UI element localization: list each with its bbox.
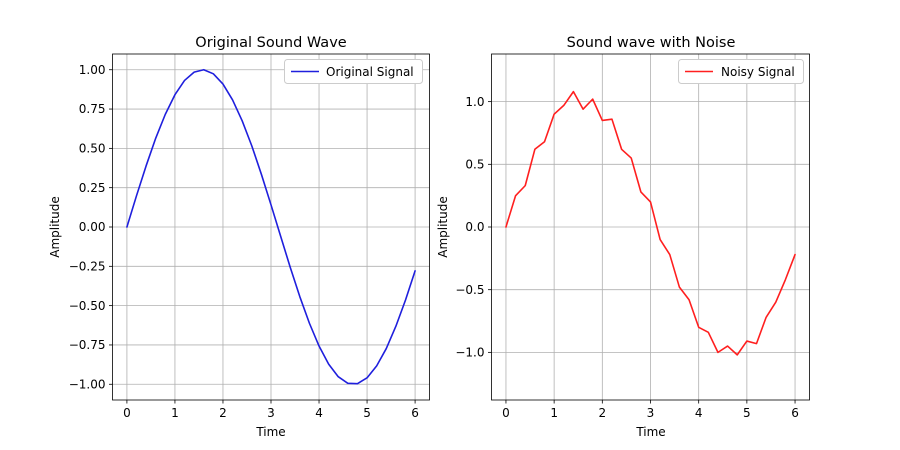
x-tick-label: 2	[598, 406, 606, 420]
x-tick-label: 6	[791, 406, 799, 420]
x-tick-label: 4	[695, 406, 703, 420]
y-tick-label: 1.00	[79, 63, 106, 77]
y-tick-label: −0.50	[69, 299, 106, 313]
x-tick-label: 4	[315, 406, 323, 420]
y-tick-label: 0.0	[465, 220, 484, 234]
series-line	[126, 68, 416, 385]
y-tick-label: 0.00	[79, 220, 106, 234]
y-tick-label: −1.0	[455, 346, 484, 360]
ticks: 0 1 2 3 4 5 6 1.00 0.75 0.50 0.25 0.00 −0.25 −0.50 −0.…	[69, 63, 419, 420]
y-tick-label: −0.5	[455, 283, 484, 297]
series-layer	[126, 68, 416, 385]
x-tick-label: 0	[502, 406, 510, 420]
y-tick-label: −1.00	[69, 377, 106, 391]
x-tick-label: 1	[550, 406, 558, 420]
original-sound-wave-chart: 0 1 2 3 4 5 6 1.00 0.75 0.50 0.25 0.00 −0.25 −0.50 −0.…	[48, 35, 430, 439]
x-tick-label: 5	[363, 406, 371, 420]
y-tick-label: 0.5	[465, 158, 484, 172]
x-tick-label: 5	[743, 406, 751, 420]
chart-title: Original Sound Wave	[195, 35, 346, 51]
series-line	[505, 90, 796, 356]
y-tick-label: 0.25	[79, 181, 106, 195]
x-tick-label: 0	[123, 406, 131, 420]
ticks: 0 1 2 3 4 5 6 1.0 0.5 0.0 −0.5 −1.0	[455, 95, 799, 420]
x-tick-label: 3	[267, 406, 275, 420]
y-tick-label: 0.50	[79, 142, 106, 156]
x-tick-label: 1	[171, 406, 179, 420]
x-axis-label: Time	[635, 425, 665, 439]
legend-box	[284, 59, 423, 84]
x-axis-label: Time	[255, 425, 285, 439]
legend: Noisy Signal	[678, 59, 804, 84]
x-tick-label: 3	[647, 406, 655, 420]
legend-entry: Original Signal	[326, 65, 414, 79]
y-axis-label: Amplitude	[436, 196, 450, 258]
legend-entry: Noisy Signal	[721, 65, 795, 79]
chart-title: Sound wave with Noise	[567, 35, 736, 51]
legend: Original Signal	[284, 59, 423, 84]
y-tick-label: 1.0	[465, 95, 484, 109]
x-tick-label: 2	[219, 406, 227, 420]
y-tick-label: −0.25	[69, 260, 106, 274]
noisy-sound-wave-chart: 0 1 2 3 4 5 6 1.0 0.5 0.0 −0.5 −1.0 Sound wave with…	[436, 35, 810, 439]
y-tick-label: −0.75	[69, 338, 106, 352]
series-layer	[505, 90, 796, 356]
y-axis-label: Amplitude	[48, 196, 62, 258]
y-tick-label: 0.75	[79, 102, 106, 116]
legend-box	[678, 59, 804, 84]
x-tick-label: 6	[411, 406, 419, 420]
